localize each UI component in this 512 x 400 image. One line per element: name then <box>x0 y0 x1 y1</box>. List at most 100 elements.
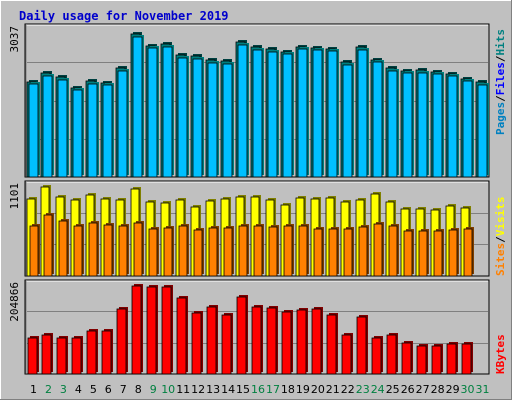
files-bar-16 <box>252 49 263 178</box>
day-label-29: 29 <box>446 383 460 396</box>
sites-bar-18 <box>283 225 293 277</box>
day-label-6: 6 <box>105 383 112 396</box>
day-label-20: 20 <box>311 383 325 396</box>
sites-bar-22 <box>343 228 353 277</box>
files-bar-10 <box>162 46 173 178</box>
sites-bar-2 <box>43 214 53 277</box>
kbytes-bar-26 <box>401 342 412 375</box>
files-bar-18 <box>282 53 293 178</box>
sites-bar-15 <box>238 225 248 277</box>
kbytes-bar-6 <box>101 330 112 375</box>
day-label-23: 23 <box>356 383 370 396</box>
day-label-15: 15 <box>236 383 250 396</box>
y-max-label-1: 3037 <box>8 26 21 53</box>
day-label-21: 21 <box>326 383 340 396</box>
files-bar-27 <box>417 72 428 178</box>
kbytes-bar-2 <box>41 334 52 375</box>
y-max-labels: 3037 1101 204866 <box>8 26 21 322</box>
kbytes-bar-15 <box>236 296 247 375</box>
files-bar-28 <box>432 73 443 178</box>
kbytes-bar-18 <box>281 311 292 375</box>
kbytes-bar-13 <box>206 306 217 375</box>
day-label-11: 11 <box>176 383 190 396</box>
files-bar-26 <box>402 72 413 178</box>
kbytes-bar-28 <box>431 345 442 375</box>
files-bar-5 <box>87 83 98 178</box>
kbytes-bar-17 <box>266 307 277 375</box>
kbytes-bar-30 <box>461 343 472 375</box>
sites-bar-8 <box>133 222 143 277</box>
kbytes-bar-23 <box>356 316 367 375</box>
day-label-18: 18 <box>281 383 295 396</box>
files-bar-17 <box>267 51 278 178</box>
sites-bar-28 <box>433 230 443 277</box>
sites-bar-14 <box>223 227 233 277</box>
files-bar-15 <box>237 44 248 178</box>
sites-bar-27 <box>418 230 428 277</box>
sites-bar-30 <box>463 228 473 277</box>
day-label-31: 31 <box>476 383 490 396</box>
sites-bar-1 <box>29 225 39 277</box>
day-label-1: 1 <box>30 383 37 396</box>
sites-bar-12 <box>193 229 203 277</box>
day-label-16: 16 <box>251 383 265 396</box>
day-label-10: 10 <box>161 383 175 396</box>
files-bar-24 <box>372 61 383 178</box>
visits-sites-bars <box>26 185 474 277</box>
day-label-4: 4 <box>75 383 82 396</box>
kbytes-bar-10 <box>161 286 172 375</box>
legend-entry-kbytes: KBytes <box>494 334 507 374</box>
kbytes-bar-8 <box>131 285 142 375</box>
day-label-2: 2 <box>45 383 52 396</box>
hits-files-bars <box>26 32 489 178</box>
kbytes-bar-20 <box>311 308 322 375</box>
day-label-12: 12 <box>191 383 205 396</box>
sites-bar-4 <box>73 225 83 277</box>
sites-bar-5 <box>88 222 98 277</box>
files-bar-14 <box>222 63 233 178</box>
day-label-13: 13 <box>206 383 220 396</box>
day-label-19: 19 <box>296 383 310 396</box>
files-bar-23 <box>357 49 368 178</box>
sites-bar-25 <box>388 225 398 277</box>
files-bar-4 <box>72 89 83 178</box>
day-label-14: 14 <box>221 383 235 396</box>
day-label-7: 7 <box>120 383 127 396</box>
day-label-8: 8 <box>135 383 142 396</box>
day-label-26: 26 <box>401 383 415 396</box>
sites-bar-9 <box>148 228 158 277</box>
files-bar-11 <box>177 57 188 178</box>
sites-bar-13 <box>208 227 218 277</box>
files-bar-29 <box>447 75 458 178</box>
day-label-24: 24 <box>371 383 385 396</box>
sites-bar-11 <box>178 225 188 277</box>
sites-bar-29 <box>448 229 458 277</box>
kbytes-bars <box>27 284 473 375</box>
legend-entry-files: Files <box>494 62 507 95</box>
files-bar-6 <box>102 84 113 178</box>
files-bar-20 <box>312 49 323 178</box>
files-bar-9 <box>147 47 158 178</box>
kbytes-bar-5 <box>86 330 97 375</box>
day-label-9: 9 <box>150 383 157 396</box>
files-bar-22 <box>342 64 353 178</box>
kbytes-bar-14 <box>221 314 232 375</box>
kbytes-bar-29 <box>446 343 457 375</box>
legend-entry-visits: Visits <box>494 197 507 237</box>
kbytes-bar-22 <box>341 334 352 375</box>
kbytes-bar-12 <box>191 312 202 375</box>
legend-separator: / <box>494 236 507 243</box>
day-label-30: 30 <box>461 383 475 396</box>
legend-3: KBytes <box>494 334 507 374</box>
sites-bar-20 <box>313 228 323 277</box>
sites-bar-19 <box>298 225 308 277</box>
day-label-17: 17 <box>266 383 280 396</box>
day-labels: 1 2 3 4 5 6 7 8 9 10 11 12 13 14 15 16 17 18 19 20 21 22 23 24 2… <box>30 383 490 396</box>
sites-bar-6 <box>103 224 113 277</box>
kbytes-bar-11 <box>176 297 187 375</box>
sites-bar-3 <box>58 220 68 277</box>
kbytes-bar-9 <box>146 286 157 375</box>
y-max-label-3: 204866 <box>8 282 21 322</box>
